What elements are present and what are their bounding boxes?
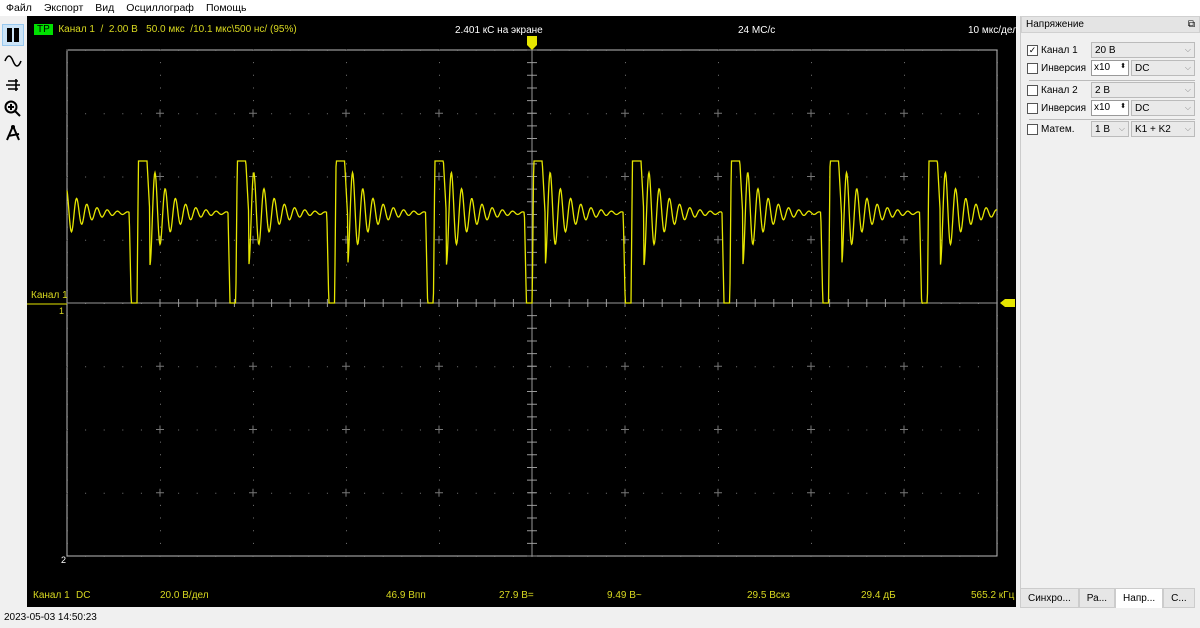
ch1-invert-label: Инверсия: [1041, 62, 1087, 74]
ch2-probe-spinner[interactable]: x10 ⬍: [1091, 100, 1129, 116]
math-op: K1 + K2: [1135, 123, 1171, 135]
sample-rate: 24 МС/с: [738, 25, 776, 36]
zoom-in-icon[interactable]: [2, 98, 24, 120]
footer-vdc: 27.9 В=: [499, 590, 534, 601]
timebase: 10 мкс/дел: [968, 25, 1018, 36]
scope-header: TP Канал 1 / 2.00 В 50.0 мкс /10.1 мкс\5…: [34, 24, 297, 35]
trigger-level-marker: [1000, 299, 1015, 307]
ch2-checkbox[interactable]: Канал 2: [1027, 82, 1078, 98]
ch1-checkbox[interactable]: ✓ Канал 1: [1027, 42, 1078, 58]
ch2-range: 2 В: [1095, 84, 1111, 96]
ch1-range-select[interactable]: 20 В ⌵: [1091, 42, 1195, 58]
measure-icon[interactable]: [2, 122, 24, 144]
footer-coupling: DC: [76, 590, 91, 601]
menu-oscilloscope[interactable]: Осциллограф: [126, 2, 194, 14]
tab-voltage[interactable]: Напр...: [1115, 588, 1164, 608]
ch1-label: Канал 1: [1041, 44, 1078, 56]
ch2-range-select[interactable]: 2 В ⌵: [1091, 82, 1195, 98]
divider: [1029, 80, 1195, 81]
status-timestamp: 2023-05-03 14:50:23: [4, 612, 97, 623]
chevron-down-icon: ⌵: [1184, 103, 1191, 112]
menu-help[interactable]: Помощь: [205, 2, 247, 14]
math-range-select[interactable]: 1 В ⌵: [1091, 121, 1129, 137]
oscilloscope-display[interactable]: TP Канал 1 / 2.00 В 50.0 мкс /10.1 мкс\5…: [27, 16, 1018, 607]
checkbox-icon: [1027, 62, 1038, 74]
tab-sync[interactable]: Синхро...: [1020, 588, 1079, 608]
footer-db: 29.4 дБ: [861, 590, 896, 601]
channel-1-marker: 1: [59, 306, 65, 316]
chevron-down-icon: ⌵: [1184, 45, 1191, 54]
tab-ra[interactable]: Ра...: [1078, 588, 1116, 608]
pause-icon[interactable]: [2, 24, 24, 46]
chevron-down-icon: ⌵: [1118, 124, 1125, 133]
divider: [1029, 119, 1195, 120]
panel-title: Напряжение: [1026, 19, 1084, 30]
channel-1-waveform: [66, 160, 998, 304]
math-op-select[interactable]: K1 + K2 ⌵: [1131, 121, 1195, 137]
footer-scale: 20.0 В/дел: [160, 590, 209, 601]
panel-tabs: Синхро... Ра... Напр... С...: [1020, 588, 1195, 608]
menu-view[interactable]: Вид: [95, 2, 115, 14]
footer-channel: Канал 1: [33, 590, 70, 601]
math-checkbox[interactable]: Матем.: [1027, 121, 1074, 137]
checkbox-icon: [1027, 123, 1038, 135]
channel-2-marker: 2: [61, 555, 67, 565]
chevron-down-icon: ⌵: [1184, 63, 1191, 72]
menu-file[interactable]: Файл: [6, 2, 32, 14]
checkbox-icon: ✓: [1027, 44, 1038, 56]
spinner-arrows-icon[interactable]: ⬍: [1120, 63, 1126, 70]
ch1-coupling-select[interactable]: DC ⌵: [1131, 60, 1195, 76]
checkbox-icon: [1027, 84, 1038, 96]
tab-c[interactable]: С...: [1163, 588, 1195, 608]
chevron-down-icon: ⌵: [1184, 85, 1191, 94]
channel-1-label: Канал 1: [31, 290, 68, 301]
ch1-coupling: DC: [1135, 62, 1150, 74]
footer-freq: 565.2 кГц: [971, 590, 1015, 601]
checkbox-icon: [1027, 102, 1038, 114]
math-label: Матем.: [1041, 123, 1075, 135]
acquisition-info: Канал 1 / 2.00 В 50.0 мкс /10.1 мкс\500 …: [58, 24, 297, 35]
ch1-probe-spinner[interactable]: x10 ⬍: [1091, 60, 1129, 76]
footer-vpp: 46.9 Впп: [386, 590, 426, 601]
math-range: 1 В: [1095, 123, 1111, 135]
footer-vrms: 29.5 Вскз: [747, 590, 790, 601]
ch2-probe: x10: [1094, 102, 1111, 113]
chevron-down-icon: ⌵: [1184, 124, 1191, 133]
sine-wave-icon[interactable]: [2, 50, 24, 72]
ch2-coupling: DC: [1135, 102, 1150, 114]
waveform-graticule: [27, 36, 1015, 557]
spinner-arrows-icon[interactable]: ⬍: [1120, 103, 1126, 110]
ch2-invert-checkbox[interactable]: Инверсия: [1027, 100, 1086, 116]
ch1-probe: x10: [1094, 62, 1111, 73]
ch1-invert-checkbox[interactable]: Инверсия: [1027, 60, 1086, 76]
trigger-position-marker: [527, 36, 537, 50]
undock-icon[interactable]: ⧉: [1187, 19, 1195, 30]
toolbar: [0, 16, 27, 596]
levels-icon[interactable]: [2, 74, 24, 96]
footer-vac: 9.49 В~: [607, 590, 642, 601]
ch2-coupling-select[interactable]: DC ⌵: [1131, 100, 1195, 116]
samples-on-screen: 2.401 кС на экране: [455, 25, 543, 36]
ch2-invert-label: Инверсия: [1041, 102, 1087, 114]
voltage-panel: Напряжение ⧉ ✓ Канал 1 20 В ⌵ Инверсия x10 ⬍…: [1020, 16, 1200, 590]
ch1-range: 20 В: [1095, 44, 1116, 56]
ch2-label: Канал 2: [1041, 84, 1078, 96]
menu-bar: Файл Экспорт Вид Осциллограф Помощь: [0, 0, 1200, 16]
panel-header: Напряжение ⧉: [1021, 16, 1200, 33]
trigger-badge: TP: [34, 24, 53, 35]
menu-export[interactable]: Экспорт: [43, 2, 84, 14]
